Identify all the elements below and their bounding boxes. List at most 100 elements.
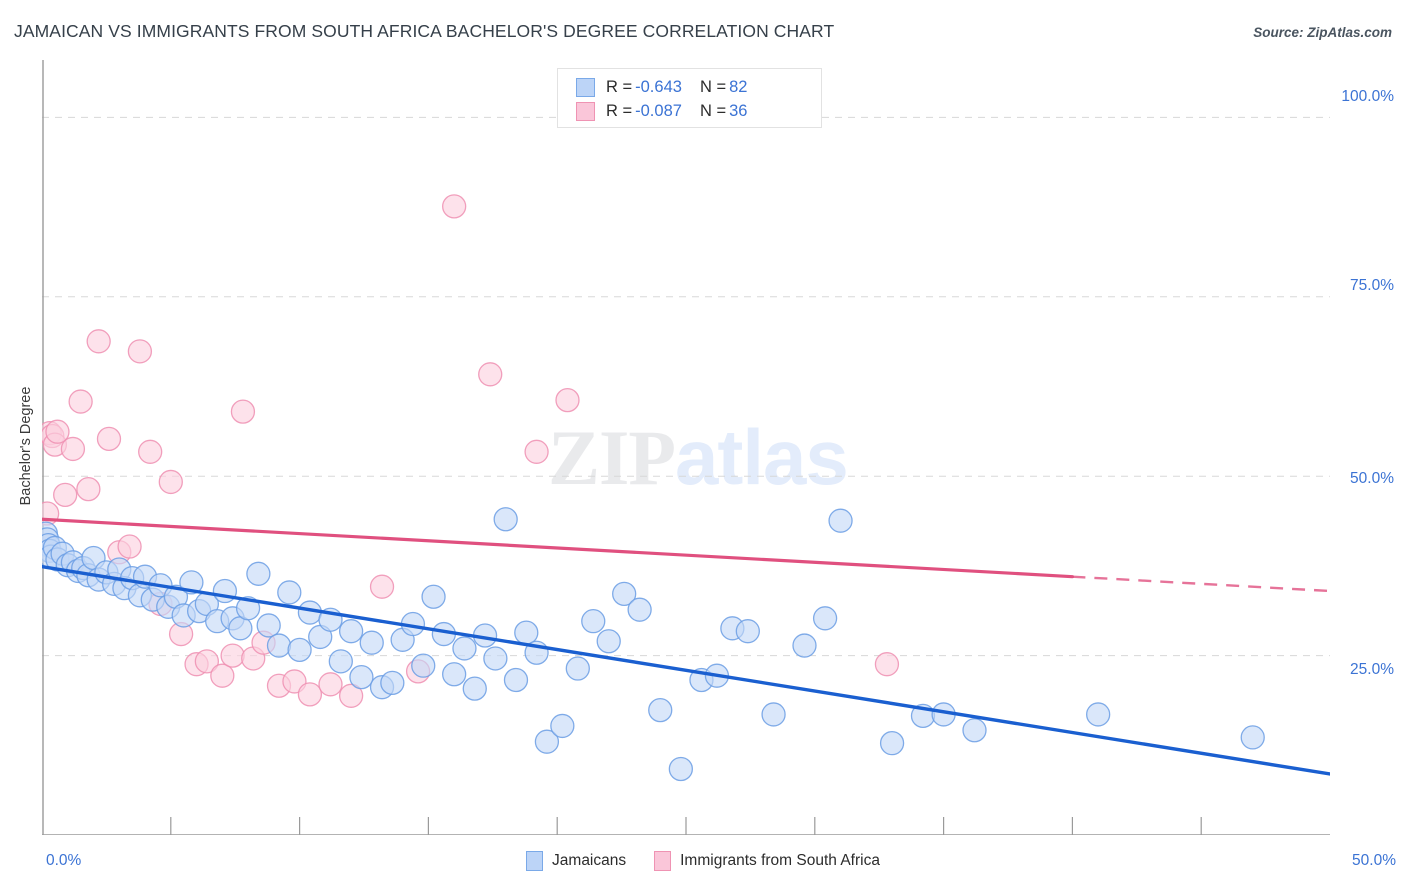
data-point [127,339,153,364]
swatch-immigrants-from-south-africa-icon [576,101,595,121]
y-axis-tick-label: 100.0% [1341,88,1394,105]
x-axis-label-min: 0.0% [46,852,82,869]
legend-item-immigrants-from-south-africa[interactable]: Immigrants from South Africa [654,851,880,871]
data-point [735,619,760,644]
plot-area [42,60,1330,835]
r-value-jamaicans: -0.643 [635,77,682,96]
data-point [534,729,560,754]
data-point [380,670,405,696]
data-point [277,580,302,605]
trendline-immigrants-from-south-africa [42,517,1330,593]
trendline-jamaicans [42,564,1330,776]
data-point [1240,725,1265,750]
source-attribution: Source: ZipAtlas.com [1253,25,1392,40]
data-point [612,581,637,607]
data-point [256,613,281,638]
data-point [318,672,343,697]
data-point [565,656,590,681]
swatch-jamaicans-icon [576,77,595,97]
data-point [369,574,395,599]
data-point [338,683,364,708]
data-point [514,620,539,645]
data-point [246,561,271,586]
data-point [668,756,693,782]
legend-swatch-immigrants-icon [654,851,672,871]
data-point [235,596,261,621]
data-point [338,619,364,644]
data-point [53,482,78,508]
stats-row-jamaicans: R = -0.643 N = 82 [576,75,821,99]
axis-lines [42,60,1330,835]
scatter-svg [42,60,1330,835]
legend-swatch-jamaicans-icon [526,851,544,871]
y-axis-title: Bachelor's Degree [18,386,34,506]
data-points-jamaicans [42,507,1265,782]
y-axis-tick-label: 50.0% [1350,470,1394,487]
r-label-jamaicans: R = [606,77,633,96]
n-label-immigrants: N = [699,101,727,120]
data-point [792,633,817,658]
data-point [266,633,292,658]
data-point [421,584,446,609]
n-label-jamaicans: N = [699,77,727,96]
legend-item-jamaicans[interactable]: Jamaicans [526,851,626,871]
data-point [493,507,518,532]
data-point [962,718,987,743]
data-point [596,629,621,654]
data-point [96,426,122,452]
data-point [828,508,853,533]
y-axis-tick-label: 25.0% [1350,661,1394,678]
stats-row-immigrants-from-south-africa: R = -0.087 N = 36 [576,99,821,123]
data-point [483,646,508,671]
data-point [442,662,467,687]
data-point [220,643,245,668]
data-points-immigrants-from-south-africa [42,194,900,708]
data-point [550,713,575,739]
data-point [524,439,549,464]
data-point [230,399,256,424]
data-point [297,682,323,707]
legend-label-jamaicans: Jamaicans [552,852,627,869]
data-point [86,329,111,354]
data-point [874,652,900,677]
data-point [328,649,353,674]
correlation-stats-legend: R = -0.643 N = 82 R = -0.087 N = 36 [557,68,822,128]
data-point [287,637,312,663]
n-value-immigrants: 36 [729,101,748,120]
data-point [581,609,606,634]
data-point [627,597,652,622]
data-point [60,436,86,462]
page-title: JAMAICAN VS IMMIGRANTS FROM SOUTH AFRICA… [14,21,835,41]
data-point [138,439,163,464]
data-point [45,419,70,444]
data-point [761,702,786,727]
data-point [1086,702,1111,727]
data-point [349,664,374,690]
data-point [648,697,673,723]
data-point [452,636,477,661]
series-legend: Jamaicans Immigrants from South Africa [0,851,1406,871]
x-axis-label-max: 50.0% [1352,852,1396,869]
data-point [462,676,487,701]
data-point [210,663,235,688]
data-point [478,362,503,387]
data-point [359,630,384,655]
data-point [194,649,220,674]
r-label-immigrants: R = [606,101,633,120]
data-point [503,667,529,693]
data-point [68,389,93,414]
data-point [117,534,142,559]
data-point [158,469,183,495]
data-point [442,194,467,219]
data-point [411,653,436,678]
x-tick-marks [170,817,1202,835]
gridlines [42,116,1330,657]
data-point [555,387,580,413]
legend-label-immigrants: Immigrants from South Africa [680,852,880,869]
data-point [76,476,101,502]
n-value-jamaicans: 82 [729,77,748,96]
data-point [812,606,838,631]
r-value-immigrants: -0.087 [635,101,682,120]
data-point [879,731,905,756]
